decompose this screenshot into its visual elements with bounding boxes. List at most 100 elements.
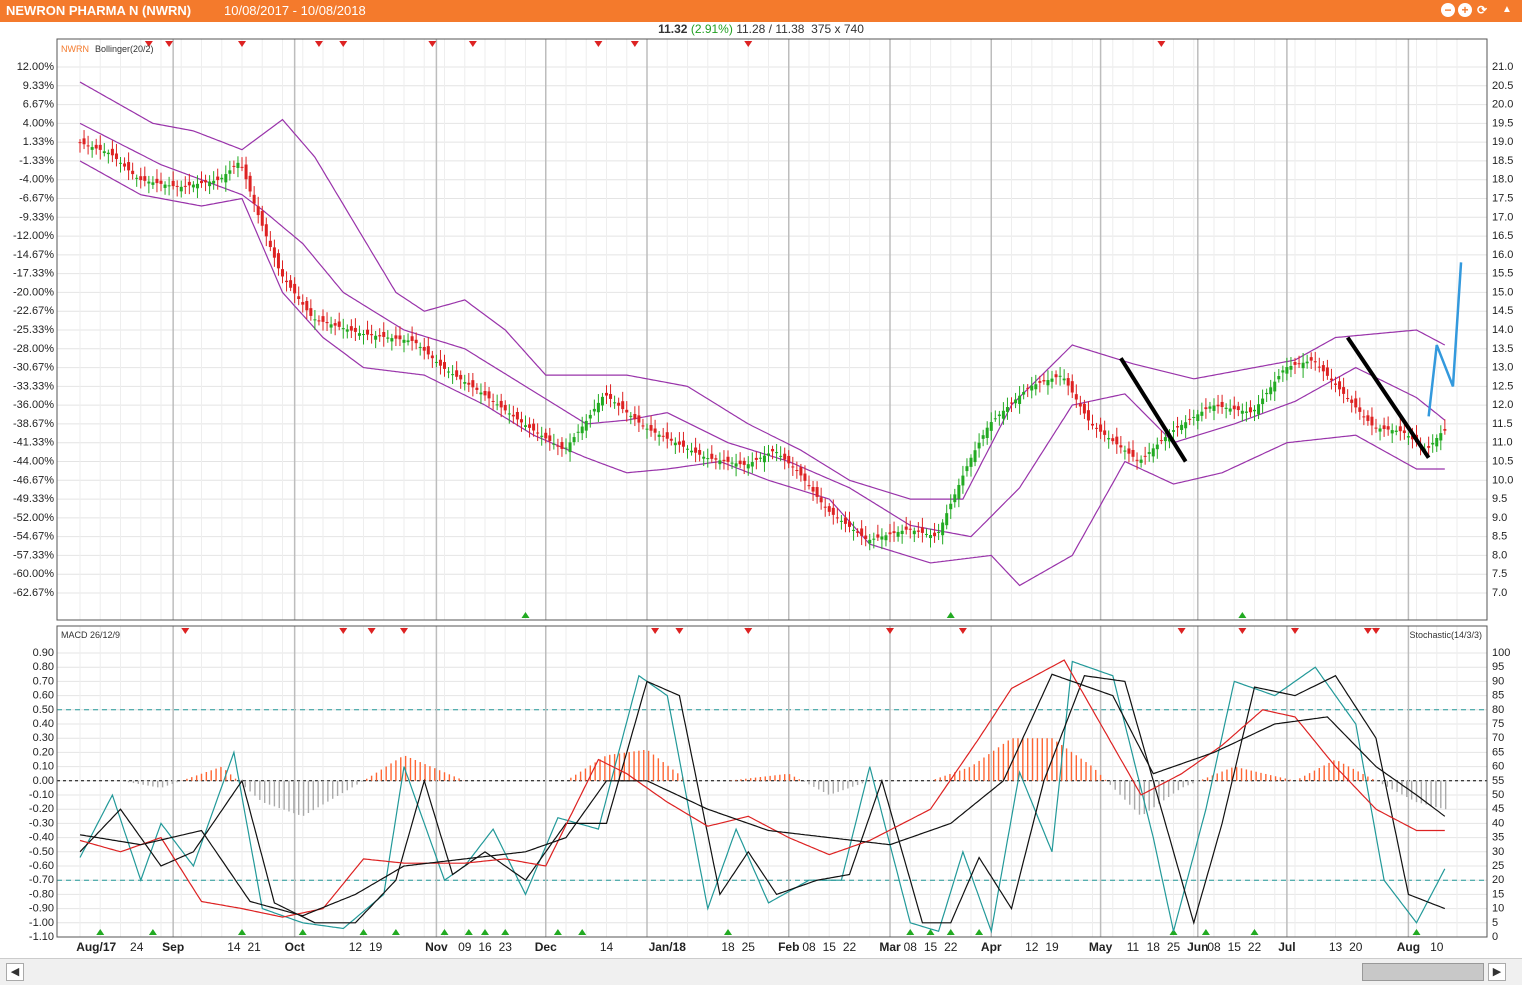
candle	[1427, 436, 1431, 457]
candle	[90, 141, 94, 158]
black-trendline	[1119, 357, 1188, 463]
minimize-icon[interactable]: −	[1441, 3, 1455, 17]
candle-body	[750, 462, 754, 467]
price-left-tick-label: -49.33%	[13, 493, 54, 505]
candle-body	[483, 390, 487, 396]
candle-body	[1439, 433, 1443, 441]
candle	[187, 173, 191, 195]
scroll-left-icon[interactable]: ◀	[6, 963, 24, 981]
price-right-tick-label: 9.5	[1492, 493, 1507, 505]
candle-body	[1338, 381, 1342, 390]
candle-body	[961, 475, 965, 486]
candle-body	[1305, 361, 1309, 364]
candle	[588, 409, 592, 428]
price-sell-marker	[630, 41, 639, 47]
x-axis-label: 08	[904, 940, 918, 954]
candle-body	[1042, 380, 1046, 382]
candle	[208, 175, 212, 195]
candle-body	[1406, 436, 1410, 438]
candle-body	[187, 181, 191, 186]
bollinger-upper	[79, 81, 1446, 500]
chart-area[interactable]: 12.00% 21.0 9.33% 20.5 6.67% 20.0 4.00% 19.5 1.3…	[0, 38, 1522, 958]
candle	[791, 456, 795, 476]
x-axis-label: Aug	[1397, 940, 1420, 954]
candle	[1131, 440, 1135, 462]
candle	[430, 350, 434, 368]
x-axis-label: 18	[721, 940, 735, 954]
candle	[1107, 430, 1111, 449]
candle	[981, 429, 985, 447]
candle	[872, 532, 876, 549]
candle	[398, 326, 402, 347]
candle-body	[232, 165, 236, 167]
candle	[1435, 434, 1439, 452]
scroll-up-icon[interactable]: ▲	[1502, 4, 1512, 15]
scroll-right-icon[interactable]: ▶	[1488, 963, 1506, 981]
candle	[690, 442, 694, 456]
candle-body	[475, 387, 479, 390]
candle	[1018, 386, 1022, 414]
candle-body	[904, 526, 908, 530]
candle	[406, 333, 410, 346]
candle-body	[216, 176, 220, 181]
candle-body	[1099, 424, 1103, 432]
indicator-sell-marker	[1372, 628, 1380, 634]
candle-body	[718, 460, 722, 465]
refresh-icon[interactable]: ⟳	[1476, 3, 1488, 17]
candle	[916, 522, 920, 539]
candle-body	[1078, 403, 1082, 407]
price-sell-marker	[744, 41, 753, 47]
candle	[228, 160, 232, 181]
price-right-tick-label: 20.5	[1492, 80, 1513, 92]
candle-body	[1257, 404, 1261, 415]
scroll-thumb[interactable]	[1362, 963, 1484, 981]
candle	[366, 320, 370, 341]
indicator-buy-marker	[1201, 929, 1210, 935]
candle-body	[1398, 426, 1402, 432]
candle	[1070, 374, 1074, 398]
price-left-tick-label: -38.67%	[13, 418, 54, 430]
candle-body	[402, 339, 406, 343]
candle	[414, 332, 418, 350]
x-axis-label: May	[1089, 940, 1113, 954]
candle-body	[1220, 401, 1224, 408]
candle	[179, 180, 183, 198]
candle	[443, 354, 446, 377]
candle-body	[556, 445, 560, 447]
candle	[467, 372, 471, 393]
candle-body	[378, 335, 382, 337]
candle-body	[1123, 450, 1127, 452]
candle-body	[548, 435, 552, 442]
candle	[544, 428, 548, 444]
candle-body	[775, 452, 779, 454]
candle-body	[908, 528, 912, 530]
candle	[762, 446, 766, 472]
candle-body	[511, 414, 515, 417]
horizontal-scrollbar[interactable]: ◀ ▶	[0, 958, 1522, 985]
candle	[305, 297, 309, 320]
candle-body	[576, 431, 580, 433]
candle	[799, 463, 803, 482]
candle-body	[872, 538, 876, 540]
candle	[276, 249, 280, 276]
candle-body	[560, 442, 564, 449]
stochastic-tick-label: 40	[1492, 817, 1504, 829]
candle-body	[297, 296, 301, 300]
candle	[957, 478, 961, 508]
zoom-in-icon[interactable]: +	[1458, 3, 1472, 17]
candle-body	[1240, 410, 1244, 414]
candle-body	[637, 415, 641, 423]
price-sell-marker	[594, 41, 603, 47]
candle-body	[1086, 410, 1090, 421]
candle-body	[1184, 422, 1188, 429]
candle-body	[592, 408, 596, 412]
candle	[329, 316, 333, 334]
stochastic-tick-label: 70	[1492, 732, 1504, 744]
candle	[669, 432, 673, 446]
candle	[576, 424, 580, 443]
stochastic-tick-label: 85	[1492, 690, 1504, 702]
candle-body	[94, 144, 98, 149]
macd-tick-label: -0.80	[29, 888, 54, 900]
candle-body	[455, 370, 459, 377]
candle	[937, 523, 941, 541]
